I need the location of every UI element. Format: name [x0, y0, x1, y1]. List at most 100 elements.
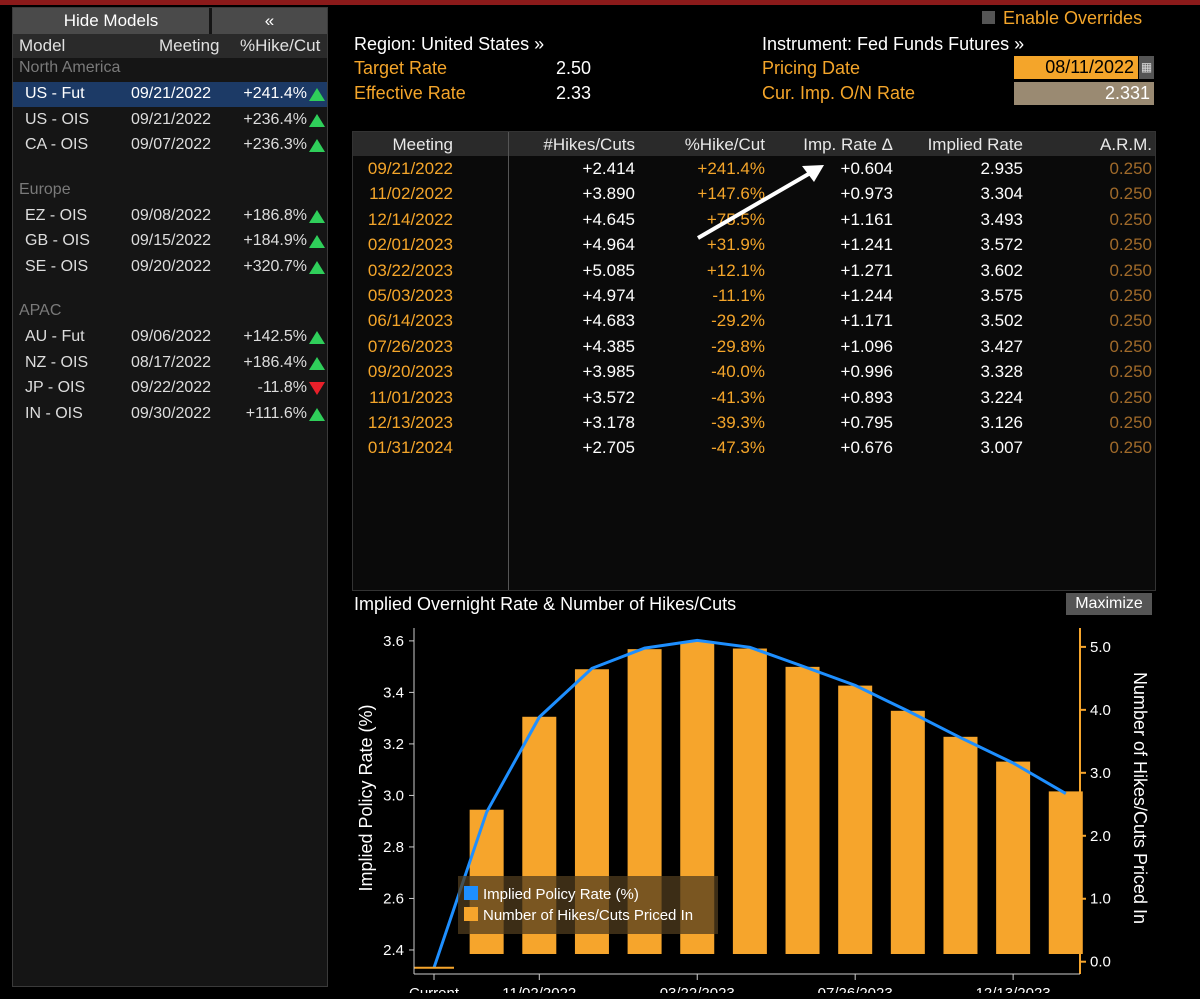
model-row[interactable]: IN - OIS 09/30/2022 +111.6% [13, 402, 327, 427]
hike-cut-col-header[interactable]: %Hike/Cut [240, 36, 321, 55]
triangle-up-icon [309, 356, 325, 370]
table-row[interactable]: 11/01/2023 +3.572 -41.3% +0.893 3.224 0.250 [353, 386, 1155, 411]
model-row[interactable]: US - Fut 09/21/2022 +241.4% [13, 82, 327, 107]
meeting-col-header[interactable]: Meeting [159, 36, 220, 55]
cell-implied-rate: 3.304 [980, 184, 1023, 204]
cell-hikes-cuts: +4.974 [582, 286, 635, 305]
chart-bar [890, 710, 925, 954]
collapse-button[interactable]: « [212, 8, 327, 34]
legend-swatch-bar [464, 907, 478, 921]
table-row[interactable]: 09/20/2023 +3.985 -40.0% +0.996 3.328 0.250 [353, 360, 1155, 385]
cur-imp-rate-input[interactable]: 2.331 [1014, 82, 1154, 105]
cell-arm: 0.250 [1109, 159, 1152, 178]
enable-overrides-label[interactable]: Enable Overrides [1003, 8, 1143, 28]
y2-tick-label: 1.0 [1090, 891, 1111, 908]
triangle-up-icon [309, 260, 325, 274]
model-row[interactable]: AU - Fut 09/06/2022 +142.5% [13, 325, 327, 350]
y2-tick-label: 2.0 [1090, 828, 1111, 845]
model-row[interactable]: NZ - OIS 08/17/2022 +186.4% [13, 351, 327, 376]
cell-meeting: 12/14/2022 [367, 209, 453, 229]
cell-arm: 0.250 [1109, 362, 1152, 382]
col-implied-rate[interactable]: Implied Rate [927, 135, 1023, 154]
table-row[interactable]: 09/21/2022 +2.414 +241.4% +0.604 2.935 0.250 [353, 157, 1155, 182]
cell-pct: -39.3% [711, 413, 765, 432]
model-pct: +142.5% [243, 328, 307, 345]
hide-models-button[interactable]: Hide Models [13, 8, 209, 34]
model-row[interactable]: US - OIS 09/21/2022 +236.4% [13, 108, 327, 133]
cell-meeting: 01/31/2024 [367, 438, 453, 458]
model-row[interactable]: JP - OIS 09/22/2022 -11.8% [13, 376, 327, 401]
table-row[interactable]: 07/26/2023 +4.385 -29.8% +1.096 3.427 0.250 [353, 335, 1155, 360]
y-axis-label: Implied Policy Rate (%) [356, 704, 376, 891]
table-row[interactable]: 05/03/2023 +4.974 -11.1% +1.244 3.575 0.250 [353, 284, 1155, 309]
table-row[interactable]: 12/13/2023 +3.178 -39.3% +0.795 3.126 0.250 [353, 411, 1155, 436]
table-row[interactable]: 01/31/2024 +2.705 -47.3% +0.676 3.007 0.250 [353, 436, 1155, 461]
cell-meeting: 12/13/2023 [367, 413, 453, 432]
triangle-up-icon [309, 113, 325, 127]
cell-implied-rate: 3.328 [980, 362, 1023, 382]
model-pct: +241.4% [243, 85, 307, 102]
model-row[interactable]: EZ - OIS 09/08/2022 +186.8% [13, 204, 327, 229]
col-imp-rate-delta[interactable]: Imp. Rate Δ [803, 135, 893, 154]
cell-meeting: 06/14/2023 [367, 311, 453, 331]
top-border [0, 0, 1200, 5]
cell-implied-rate: 3.007 [980, 438, 1023, 458]
table-row[interactable]: 11/02/2022 +3.890 +147.6% +0.973 3.304 0.250 [353, 182, 1155, 207]
cell-implied-rate: 3.493 [980, 209, 1023, 229]
cell-implied-rate: 3.427 [980, 336, 1023, 356]
models-panel: Hide Models « Model Meeting %Hike/Cut No… [12, 7, 328, 987]
model-name: CA - OIS [25, 136, 89, 153]
cell-pct: -29.8% [711, 336, 765, 356]
cell-arm: 0.250 [1109, 336, 1152, 356]
cell-hikes-cuts: +3.890 [582, 184, 635, 204]
pricing-date-input[interactable]: 08/11/2022 [1014, 56, 1138, 79]
table-row[interactable]: 06/14/2023 +4.683 -29.2% +1.171 3.502 0.250 [353, 309, 1155, 334]
model-meeting: 09/08/2022 [131, 206, 212, 224]
cell-arm: 0.250 [1109, 209, 1152, 229]
table-row[interactable]: 02/01/2023 +4.964 +31.9% +1.241 3.572 0.250 [353, 233, 1155, 258]
model-pct: -11.8% [257, 379, 307, 396]
cell-hikes-cuts: +4.964 [582, 235, 635, 255]
col-hikes-cuts[interactable]: #Hikes/Cuts [543, 135, 635, 154]
model-row[interactable]: CA - OIS 09/07/2022 +236.3% [13, 133, 327, 158]
y-tick-label: 3.2 [383, 736, 404, 753]
model-meeting: 08/17/2022 [131, 353, 212, 371]
y2-axis-label: Number of Hikes/Cuts Priced In [1130, 672, 1150, 924]
cell-pct: -11.1% [712, 286, 765, 305]
model-name: SE - OIS [25, 257, 89, 275]
x-tick-label: 12/13/2023 [976, 985, 1051, 993]
cell-imp-delta: +0.996 [840, 362, 893, 382]
cell-implied-rate: 2.935 [980, 159, 1023, 178]
chart-bar [732, 648, 767, 954]
col-meeting[interactable]: Meeting [392, 135, 453, 154]
cur-imp-rate-label: Cur. Imp. O/N Rate [762, 83, 916, 103]
cell-imp-delta: +1.096 [840, 336, 893, 356]
model-name: JP - OIS [25, 379, 86, 396]
models-header: Model Meeting %Hike/Cut [13, 34, 327, 58]
cell-imp-delta: +1.271 [840, 260, 893, 280]
model-name: EZ - OIS [25, 206, 88, 224]
table-row[interactable]: 12/14/2022 +4.645 +75.5% +1.161 3.493 0.250 [353, 208, 1155, 233]
instrument-selector[interactable]: Instrument: Fed Funds Futures » [762, 34, 1025, 54]
y-tick-label: 3.0 [383, 787, 404, 804]
cell-meeting: 11/01/2023 [369, 387, 453, 407]
cell-hikes-cuts: +4.683 [582, 311, 635, 331]
model-name: IN - OIS [25, 404, 83, 422]
model-meeting: 09/30/2022 [131, 404, 212, 422]
chart-bar [996, 761, 1031, 954]
model-name: NZ - OIS [25, 353, 89, 371]
model-row[interactable]: SE - OIS 09/20/2022 +320.7% [13, 255, 327, 280]
enable-overrides-checkbox[interactable] [982, 11, 995, 24]
col-pct-hike-cut[interactable]: %Hike/Cut [684, 135, 765, 154]
triangle-up-icon [309, 139, 325, 152]
model-pct: +236.3% [243, 136, 307, 153]
cell-pct: -29.2% [711, 311, 765, 331]
table-row[interactable]: 03/22/2023 +5.085 +12.1% +1.271 3.602 0.250 [353, 259, 1155, 284]
col-arm[interactable]: A.R.M. [1100, 135, 1152, 154]
calendar-icon[interactable]: ▦ [1139, 56, 1154, 79]
model-row[interactable]: GB - OIS 09/15/2022 +184.9% [13, 229, 327, 254]
region-selector[interactable]: Region: United States » [354, 34, 545, 54]
legend-swatch-line [464, 886, 478, 900]
maximize-button[interactable]: Maximize [1066, 593, 1152, 615]
model-col-header[interactable]: Model [19, 36, 66, 55]
